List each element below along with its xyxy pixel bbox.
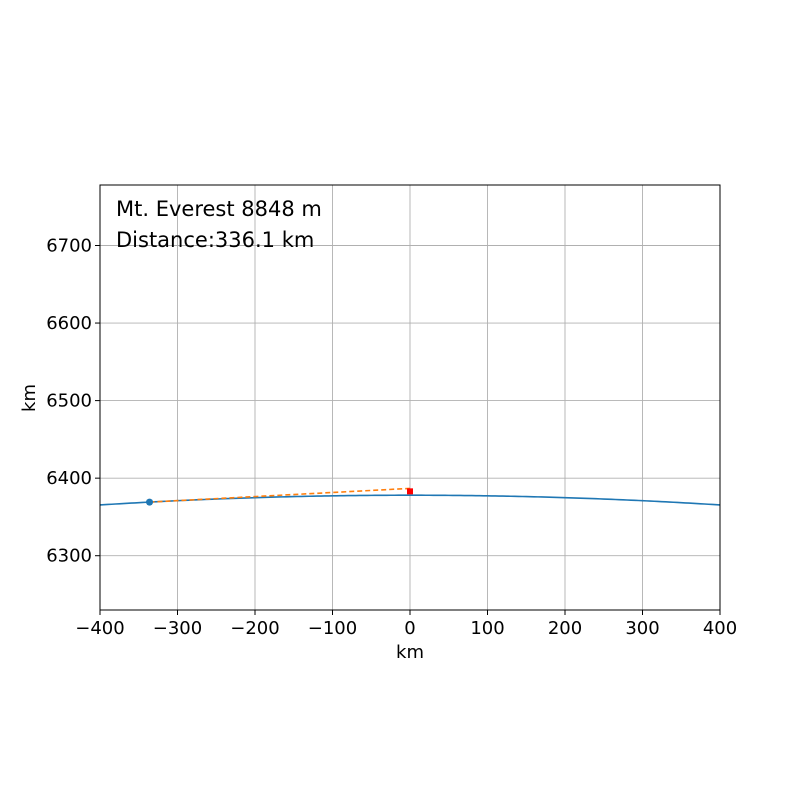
series [99, 487, 721, 506]
y-tick-label: 6700 [46, 235, 92, 256]
annotation-mountain: Mt. Everest 8848 m [116, 197, 322, 221]
x-tick-label: −100 [308, 618, 357, 639]
observer-point [146, 498, 154, 506]
x-tick-label: 0 [404, 618, 415, 639]
line-of-sight [149, 487, 411, 503]
y-tick-label: 6600 [46, 313, 92, 334]
x-tick-label: −200 [230, 618, 279, 639]
summit-marker [407, 488, 413, 495]
x-tick-label: 300 [625, 618, 659, 639]
y-axis-label: km [19, 384, 40, 412]
x-tick-label: −300 [153, 618, 202, 639]
ticks: −400 −300 −200 −100 0 100 200 300 400 6300 6400 650… [46, 235, 737, 639]
x-tick-label: 100 [470, 618, 504, 639]
annotation-distance: Distance:336.1 km [116, 228, 314, 252]
earth-surface-curve [99, 494, 721, 506]
y-tick-label: 6300 [46, 546, 92, 567]
y-tick-label: 6400 [46, 468, 92, 489]
grid [99, 185, 721, 610]
x-axis-label: km [396, 642, 424, 663]
y-tick-label: 6500 [46, 391, 92, 412]
x-tick-label: −400 [75, 618, 124, 639]
x-tick-label: 200 [548, 618, 582, 639]
x-tick-label: 400 [703, 618, 737, 639]
